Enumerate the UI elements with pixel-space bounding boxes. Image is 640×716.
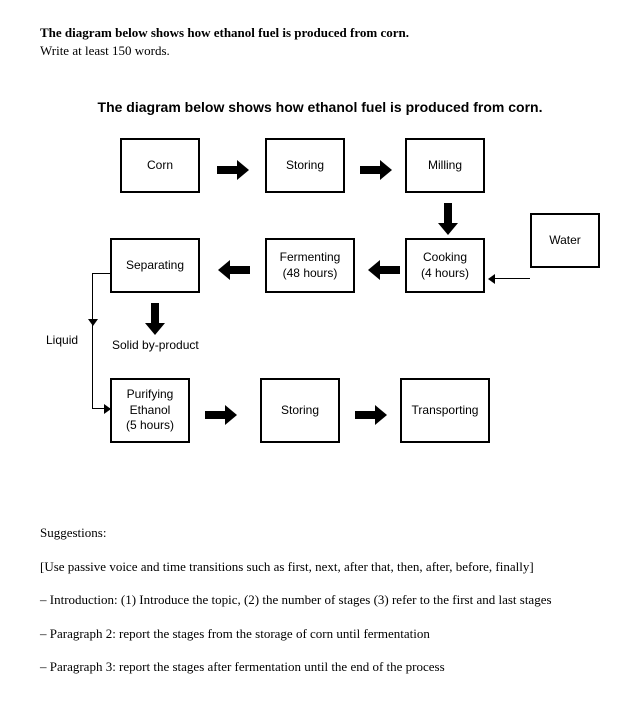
suggestion-item: – Paragraph 2: report the stages from th… [40, 624, 600, 644]
label-liquid: Liquid [46, 333, 78, 347]
process-box-water: Water [530, 213, 600, 268]
process-box-separating: Separating [110, 238, 200, 293]
arrow-thick [145, 303, 165, 335]
intro-sub: Write at least 150 words. [40, 43, 600, 59]
suggestions-section: Suggestions: [Use passive voice and time… [40, 523, 600, 677]
process-box-cooking: Cooking(4 hours) [405, 238, 485, 293]
intro-bold: The diagram below shows how ethanol fuel… [40, 25, 600, 41]
arrow-thick [360, 160, 392, 180]
arrow-thin-head [488, 274, 495, 284]
process-box-milling: Milling [405, 138, 485, 193]
arrow-thick [218, 260, 250, 280]
process-box-storing1: Storing [265, 138, 345, 193]
arrow-thin-segment [92, 273, 110, 274]
process-box-corn: Corn [120, 138, 200, 193]
arrow-thin-head [88, 319, 98, 326]
process-diagram: Corn Storing Milling Water Cooking(4 hours) F… [40, 133, 600, 503]
process-box-storing2: Storing [260, 378, 340, 443]
suggestion-item: – Paragraph 3: report the stages after f… [40, 657, 600, 677]
suggestion-item: – Introduction: (1) Introduce the topic,… [40, 590, 600, 610]
process-box-fermenting: Fermenting(48 hours) [265, 238, 355, 293]
process-box-purifying: PurifyingEthanol(5 hours) [110, 378, 190, 443]
arrow-thick [205, 405, 237, 425]
arrow-thick [438, 203, 458, 235]
arrow-thin-segment [92, 273, 93, 408]
diagram-title: The diagram below shows how ethanol fuel… [40, 99, 600, 115]
arrow-thin-head [104, 404, 111, 414]
arrow-thin-segment [110, 273, 111, 274]
process-box-transporting: Transporting [400, 378, 490, 443]
arrow-thick [368, 260, 400, 280]
arrow-thick [217, 160, 249, 180]
arrow-thick [355, 405, 387, 425]
arrow-thin-segment [495, 278, 530, 279]
suggestion-item: [Use passive voice and time transitions … [40, 557, 600, 577]
suggestions-heading: Suggestions: [40, 523, 600, 543]
label-solid: Solid by-product [112, 338, 199, 352]
